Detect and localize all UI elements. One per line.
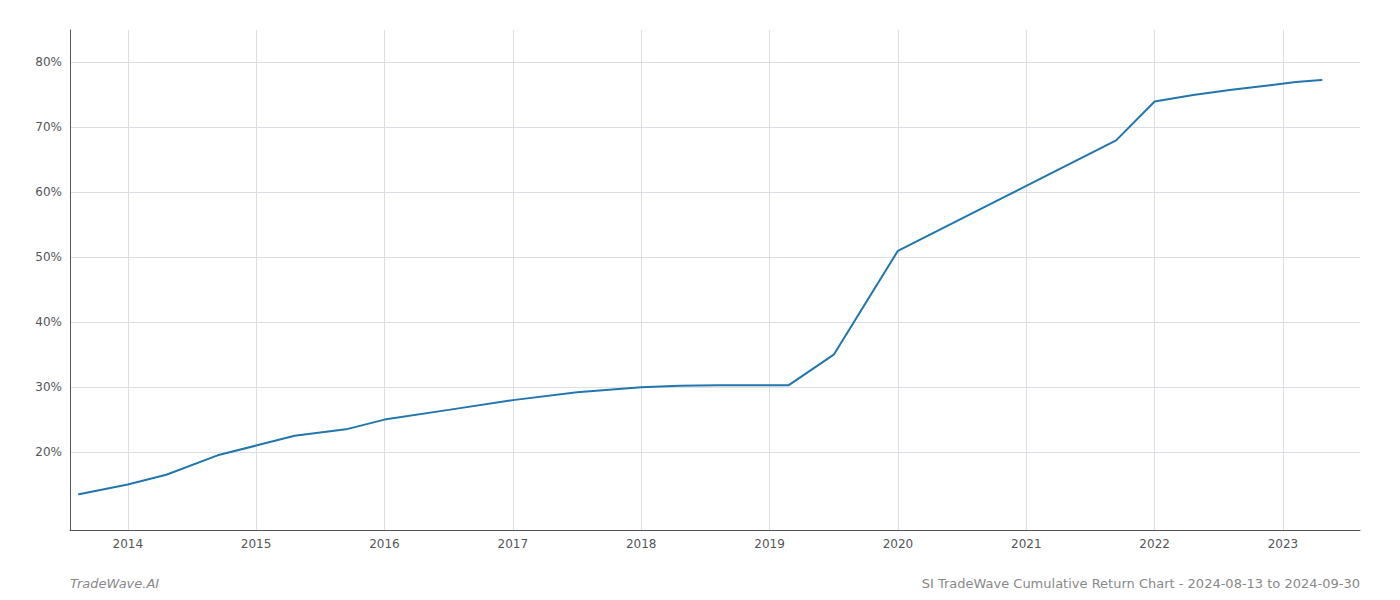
svg-text:2020: 2020: [883, 537, 914, 551]
svg-text:2015: 2015: [241, 537, 272, 551]
svg-text:50%: 50%: [35, 250, 62, 264]
svg-text:2019: 2019: [754, 537, 785, 551]
svg-text:80%: 80%: [35, 55, 62, 69]
svg-text:2018: 2018: [626, 537, 657, 551]
svg-text:2017: 2017: [498, 537, 529, 551]
svg-text:70%: 70%: [35, 120, 62, 134]
svg-text:30%: 30%: [35, 380, 62, 394]
svg-text:2023: 2023: [1268, 537, 1299, 551]
svg-text:2016: 2016: [369, 537, 400, 551]
svg-text:60%: 60%: [35, 185, 62, 199]
svg-text:2022: 2022: [1139, 537, 1170, 551]
svg-text:40%: 40%: [35, 315, 62, 329]
svg-text:2021: 2021: [1011, 537, 1042, 551]
svg-text:2014: 2014: [112, 537, 143, 551]
svg-text:SI TradeWave Cumulative Return: SI TradeWave Cumulative Return Chart - 2…: [922, 576, 1360, 591]
svg-text:20%: 20%: [35, 445, 62, 459]
svg-text:TradeWave.AI: TradeWave.AI: [70, 576, 159, 591]
